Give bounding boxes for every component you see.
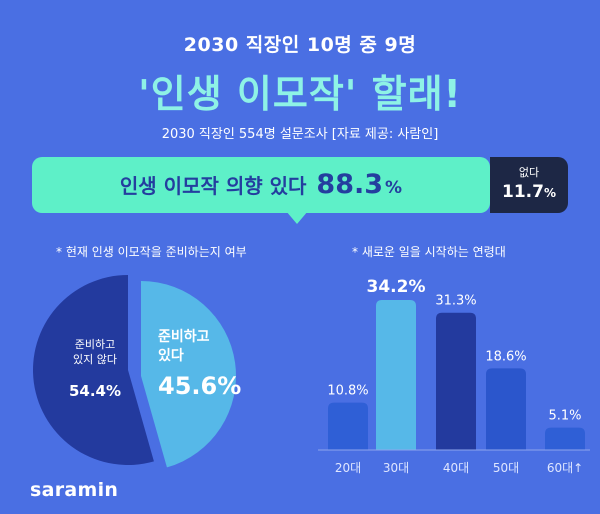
bar-value-label: 34.2%: [367, 277, 426, 297]
bar-category-label: 50대: [493, 461, 519, 475]
subtitle: 2030 직장인 10명 중 9명: [183, 34, 417, 56]
intent-yes-text: 인생 이모작 의향 있다 88.3%: [32, 157, 490, 213]
bar-value-label: 18.6%: [485, 349, 526, 364]
intent-no-box: [490, 157, 568, 213]
intent-yes-label: 인생 이모작 의향 있다: [119, 174, 307, 198]
intent-no-label: 없다: [518, 166, 540, 179]
bar-4: [545, 427, 585, 450]
pie-no-label-line2: 있지 않다: [73, 353, 117, 366]
source-note: 2030 직장인 554명 설문조사 [자료 제공: 사람인]: [161, 127, 439, 142]
bar-value-label: 5.1%: [548, 409, 581, 424]
bar-3: [486, 368, 526, 450]
bar-value-label: 31.3%: [435, 294, 476, 309]
bar-value-label: 10.8%: [327, 384, 368, 399]
pie-note: * 현재 인생 이모작을 준비하는지 여부: [56, 245, 247, 259]
pie-no-label-line1: 준비하고: [74, 338, 116, 351]
intent-yes-unit: %: [385, 178, 403, 198]
pie-yes-label-line1: 준비하고: [158, 329, 210, 345]
bar-2: [436, 312, 476, 450]
headline: '인생 이모작' 할래!: [138, 72, 462, 116]
pie-no-value: 54.4%: [68, 382, 122, 400]
bar-category-label: 20대: [335, 461, 361, 475]
intent-box-pointer: [286, 211, 308, 224]
pie-slice-not-preparing: [32, 275, 154, 465]
pie-chart: [32, 275, 237, 468]
bar-category-label: 60대↑: [547, 461, 583, 475]
bar-0: [328, 402, 368, 450]
pie-yes-label-line2: 있다: [158, 348, 184, 364]
intent-yes-box: [32, 157, 490, 213]
bar-category-label: 30대: [383, 461, 409, 475]
intent-no-value-text: 11.7%: [490, 182, 568, 202]
intent-no-unit: %: [543, 186, 556, 200]
saramin-logo: saramin: [30, 479, 119, 501]
bar-chart: 10.8% 20대 34.2% 30대 31.3% 40대 18.6% 50대 5.1% 60대↑: [318, 277, 590, 475]
intent-no-value: 11.7: [502, 182, 544, 202]
bar-note: * 새로운 일을 시작하는 연령대: [352, 245, 506, 259]
intent-yes-value: 88.3: [316, 169, 384, 200]
pie-yes-value: 45.6%: [158, 372, 242, 400]
bar-category-label: 40대: [443, 461, 469, 475]
pie-slice-preparing: [141, 281, 237, 468]
bar-1: [376, 300, 416, 450]
